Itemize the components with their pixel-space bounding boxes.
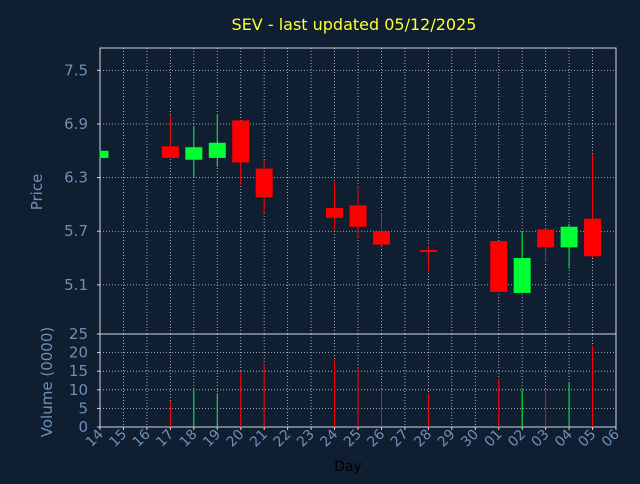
candle-body [208, 142, 226, 158]
x-tick-label: 20 [224, 427, 248, 451]
candle-body [419, 249, 437, 252]
candle-body [185, 147, 203, 160]
x-tick-label: 05 [575, 427, 599, 451]
candle-body [560, 226, 578, 248]
x-tick-label: 22 [271, 427, 295, 451]
volume-tick-label: 0 [78, 418, 88, 436]
candle-body [349, 205, 367, 227]
candle-body [537, 229, 555, 248]
x-tick-label: 21 [247, 427, 271, 451]
volume-tick-label: 25 [69, 325, 88, 343]
price-tick-label: 5.7 [64, 222, 88, 240]
volume-tick-label: 5 [78, 399, 88, 417]
x-tick-label: 29 [435, 427, 459, 451]
x-tick-label: 25 [341, 427, 365, 451]
x-tick-label: 19 [200, 427, 224, 451]
chart-title: SEV - last updated 05/12/2025 [232, 15, 477, 34]
candle-body [161, 146, 179, 158]
price-axis-label: Price [28, 174, 46, 211]
candle-body [326, 207, 344, 218]
price-tick-label: 7.5 [64, 61, 88, 79]
candle-body [255, 168, 273, 198]
x-tick-label: 30 [458, 427, 482, 451]
volume-tick-label: 20 [69, 344, 88, 362]
x-tick-label: 28 [411, 427, 435, 451]
candle-body [584, 218, 602, 257]
volume-tick-label: 15 [69, 362, 88, 380]
price-tick-label: 6.3 [64, 169, 88, 187]
price-tick-label: 5.1 [64, 276, 88, 294]
x-tick-label: 26 [364, 426, 388, 450]
candle-body [372, 231, 390, 245]
volume-tick-label: 10 [69, 381, 88, 399]
x-tick-label: 18 [177, 427, 201, 451]
price-tick-label: 6.9 [64, 115, 88, 133]
x-axis-label: Day [334, 459, 362, 475]
chart-plot-layer: 14 15 16 17 18 19 20 21 22 23 24 25 26 27 28 29 30 01 02 03… [64, 47, 623, 451]
candle-body [232, 120, 250, 163]
x-tick-label: 01 [482, 427, 506, 451]
x-tick-label: 03 [529, 427, 553, 451]
x-tick-label: 06 [599, 426, 623, 450]
x-tick-label: 15 [106, 427, 130, 451]
candle-body [513, 258, 531, 293]
x-tick-label: 04 [552, 426, 576, 450]
x-tick-label: 17 [153, 427, 177, 451]
candle-body [490, 241, 508, 292]
volume-axis-label: Volume (0000) [38, 327, 56, 437]
x-tick-label: 27 [388, 427, 412, 451]
candle-body [100, 150, 109, 158]
x-tick-label: 02 [505, 427, 529, 451]
x-tick-label: 23 [294, 427, 318, 451]
x-tick-label: 16 [130, 426, 154, 450]
x-tick-label: 24 [317, 426, 341, 450]
